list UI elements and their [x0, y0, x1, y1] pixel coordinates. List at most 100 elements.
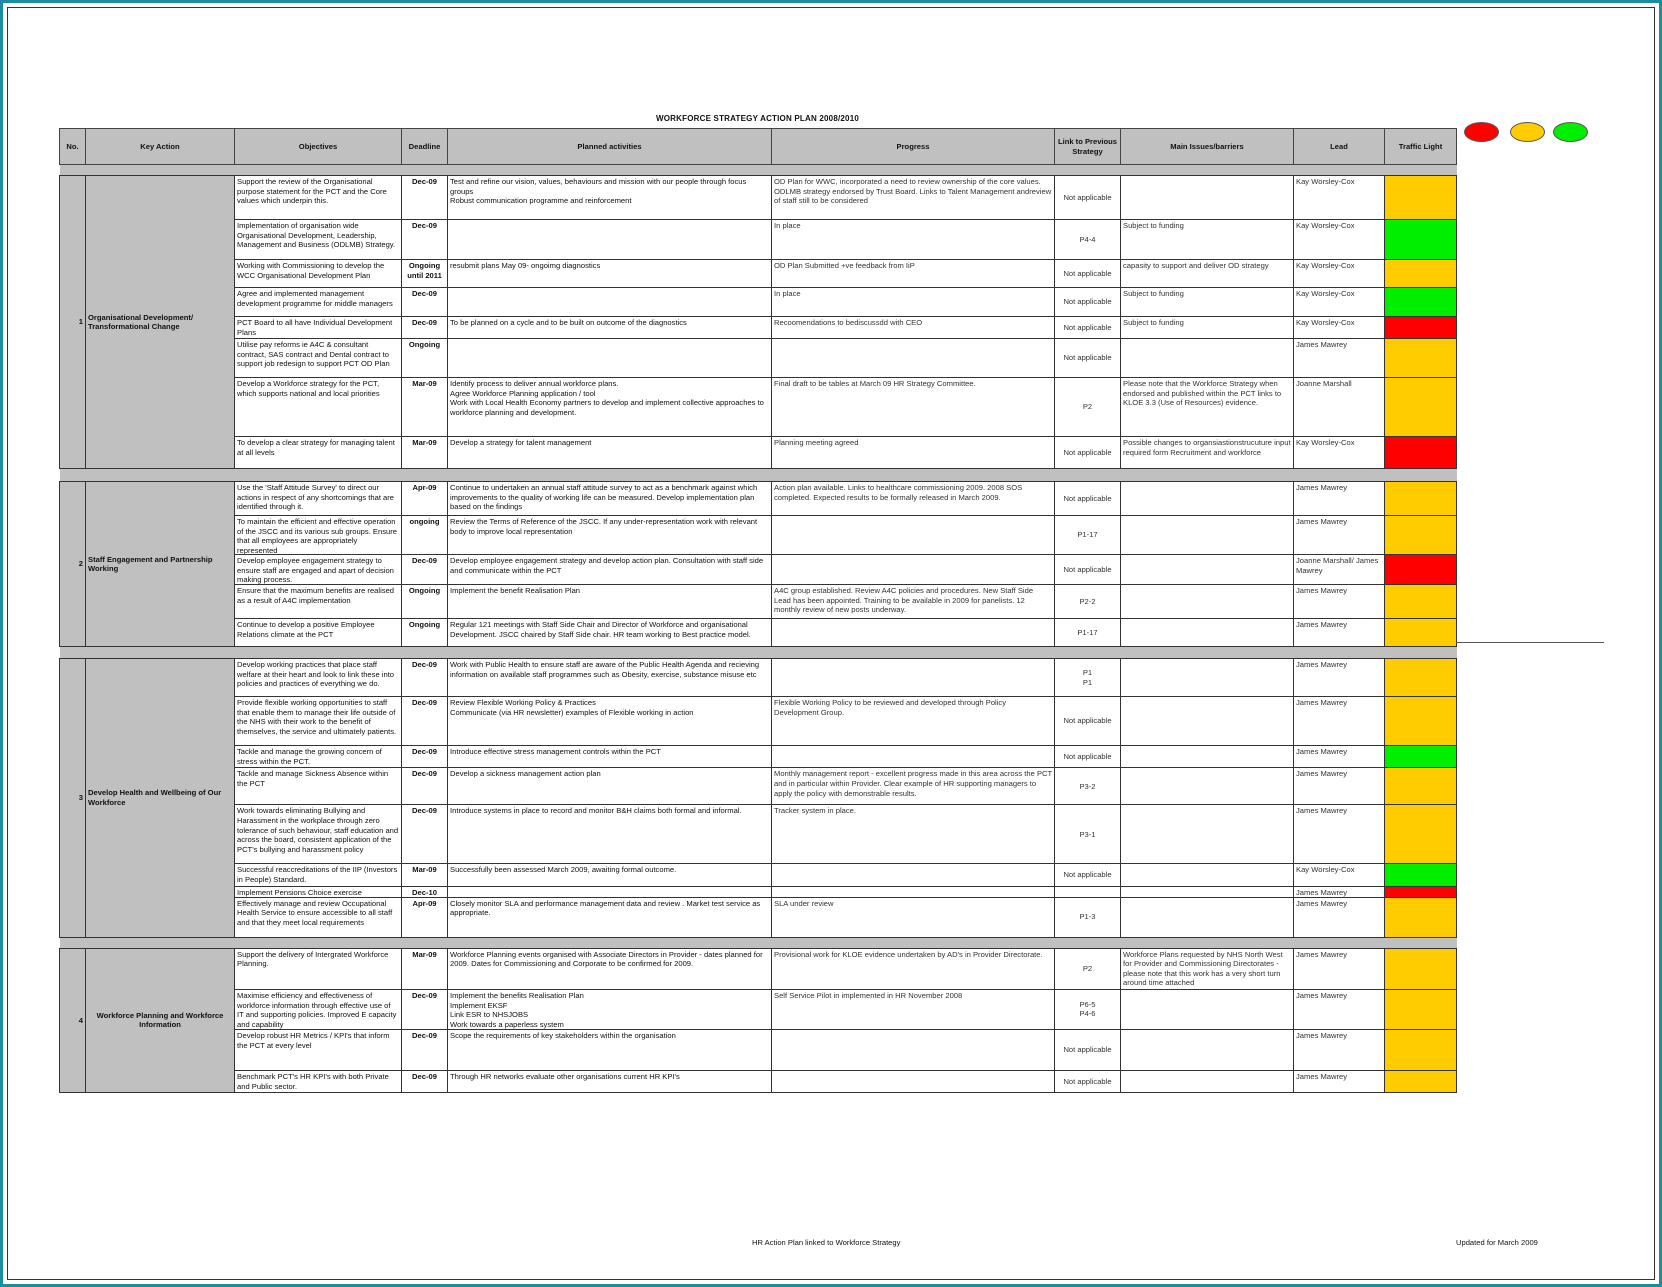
objective-cell: PCT Board to all have Individual Develop… [234, 315, 402, 340]
table-row: Successful reaccreditations of the IIP (… [60, 863, 1457, 887]
link-cell-text: P1-3 [1079, 912, 1096, 922]
issues-cell [1120, 1028, 1294, 1071]
column-header-link: Link to Previous Strategy [1054, 128, 1121, 165]
progress-cell-text [773, 556, 1054, 558]
section-separator [59, 936, 1457, 949]
key-action-text: Develop Health and Wellbeing of Our Work… [88, 788, 222, 807]
progress-cell: Planning meeting agreed [771, 436, 1055, 470]
deadline-cell-text: Apr-09 [412, 483, 437, 493]
lead-cell-text: Kay Worsley-Cox [1296, 438, 1355, 448]
progress-cell [771, 863, 1055, 887]
table-row: Work towards eliminating Bullying and Ha… [60, 804, 1457, 865]
table-row: 3 Develop Health and Wellbeing of Our Wor… [59, 658, 1457, 938]
table-row: 4 Workforce Planning and Workforce Inform… [59, 947, 1457, 1094]
issues-cell [1120, 338, 1294, 379]
link-cell: Not applicable [1054, 259, 1121, 288]
issues-cell [1120, 863, 1294, 887]
page-border [7, 7, 1655, 1280]
planned-activities-cell-text: Closely monitor SLA and performance mana… [450, 898, 761, 918]
deadline-cell: Dec-09 [401, 1069, 448, 1094]
link-cell-text: Not applicable [1063, 297, 1112, 307]
objective-cell: Effectively manage and review Occupation… [234, 896, 402, 938]
progress-cell [771, 1069, 1055, 1094]
planned-activities-cell-text: Workforce Planning events organised with… [450, 949, 763, 969]
link-cell: Not applicable [1054, 696, 1121, 747]
lead-cell-text: James Mawrey [1296, 517, 1348, 527]
issues-cell [1120, 584, 1294, 620]
progress-cell-text: Flexible Working Policy to be reviewed a… [774, 698, 1007, 717]
column-header-issues: Main Issues/barriers [1120, 128, 1294, 165]
link-cell-text: P1-17 [1077, 627, 1098, 637]
lead-cell-text: Kay Worsley-Cox [1296, 221, 1355, 230]
issues-cell [1120, 658, 1294, 698]
link-cell-text: P3-2 [1079, 781, 1096, 791]
section-number: 2 [59, 481, 86, 648]
traffic-light-amber [1384, 1028, 1457, 1071]
progress-cell: A4C group established. Review A4C polici… [771, 584, 1055, 620]
objective-cell-text: Use the 'Staff Attitude Survey' to direc… [237, 483, 395, 512]
link-cell-text: P2-2 [1079, 596, 1096, 606]
deadline-cell-text: Dec-09 [412, 990, 437, 1000]
table-row: Provide flexible working opportunities t… [60, 696, 1457, 747]
table-row: Effectively manage and review Occupation… [60, 896, 1457, 938]
deadline-cell: Dec-09 [401, 287, 448, 317]
link-cell-text: Not applicable [1063, 564, 1112, 574]
lead-cell-text: James Mawrey [1296, 660, 1348, 670]
lead-cell-text: James Mawrey [1296, 747, 1348, 757]
planned-activities-cell-text: Implement the benefits Realisation Plan … [450, 990, 584, 1029]
lead-cell: James Mawrey [1293, 767, 1385, 806]
lead-cell: Kay Worsley-Cox [1293, 436, 1385, 470]
link-cell-text: Not applicable [1063, 192, 1112, 202]
deadline-cell-text: Dec-09 [412, 556, 437, 566]
deadline-cell: Mar-09 [401, 863, 448, 887]
objective-cell-text: Implement Pensions Choice exercise [237, 887, 362, 897]
table-row: Develop robust HR Metrics / KPI's that i… [60, 1028, 1457, 1071]
deadline-cell: Dec-09 [401, 175, 448, 220]
objective-cell: Utilise pay reforms ie A4C & consultant … [234, 338, 402, 379]
planned-activities-cell-text: Scope the requirements of key stakeholde… [450, 1030, 676, 1040]
planned-activities-cell-text [449, 887, 771, 889]
key-action: Staff Engagement and Partnership Working [85, 481, 235, 648]
progress-cell [771, 745, 1055, 769]
divider-line [1456, 642, 1604, 643]
separator-cell [59, 646, 1457, 660]
issues-cell: Subject to funding [1120, 287, 1294, 317]
planned-activities-cell-text: Develop a sickness management action pla… [450, 769, 601, 779]
table-row: PCT Board to all have Individual Develop… [60, 315, 1457, 340]
issues-cell [1120, 515, 1294, 556]
deadline-cell-text: Dec-09 [412, 318, 437, 327]
issues-cell: Subject to funding [1120, 219, 1294, 260]
issues-cell [1120, 481, 1294, 517]
link-cell-text: Not applicable [1063, 716, 1112, 726]
issues-cell [1120, 804, 1294, 865]
planned-activities-cell: Introduce systems in place to record and… [447, 804, 772, 865]
planned-activities-cell [447, 885, 772, 898]
lead-cell: James Mawrey [1293, 696, 1385, 747]
link-cell-text: Not applicable [1063, 1045, 1112, 1055]
link-cell: P1 P1 [1054, 658, 1121, 698]
link-cell: Not applicable [1054, 315, 1121, 340]
key-action: Develop Health and Wellbeing of Our Work… [85, 658, 235, 938]
deadline-cell-text: Mar-09 [412, 379, 437, 389]
progress-cell-text [773, 1030, 1054, 1032]
planned-activities-cell-text: Introduce systems in place to record and… [450, 806, 742, 816]
progress-cell-text [773, 887, 1054, 889]
traffic-light-amber [1384, 947, 1457, 990]
issues-cell-text [1122, 517, 1293, 519]
objective-cell-text: Benchmark PCT's HR KPI's with both Priva… [237, 1071, 389, 1091]
planned-activities-cell-text: Successfully been assessed March 2009, a… [450, 865, 677, 875]
objective-cell-text: Develop working practices that place sta… [237, 660, 395, 689]
objective-cell-text: Develop robust HR Metrics / KPI's that i… [237, 1030, 390, 1050]
progress-cell: SLA under review [771, 896, 1055, 938]
progress-cell: In place [771, 219, 1055, 260]
issues-cell [1120, 896, 1294, 938]
table-row: Continue to develop a positive Employee … [60, 618, 1457, 648]
issues-cell [1120, 696, 1294, 747]
objective-cell: Tackle and manage Sickness Absence withi… [234, 767, 402, 806]
traffic-light-amber [1384, 804, 1457, 865]
link-cell: Not applicable [1054, 1069, 1121, 1094]
objective-cell: Ensure that the maximum benefits are rea… [234, 584, 402, 620]
lead-cell: Kay Worsley-Cox [1293, 219, 1385, 260]
planned-activities-cell: Successfully been assessed March 2009, a… [447, 863, 772, 887]
